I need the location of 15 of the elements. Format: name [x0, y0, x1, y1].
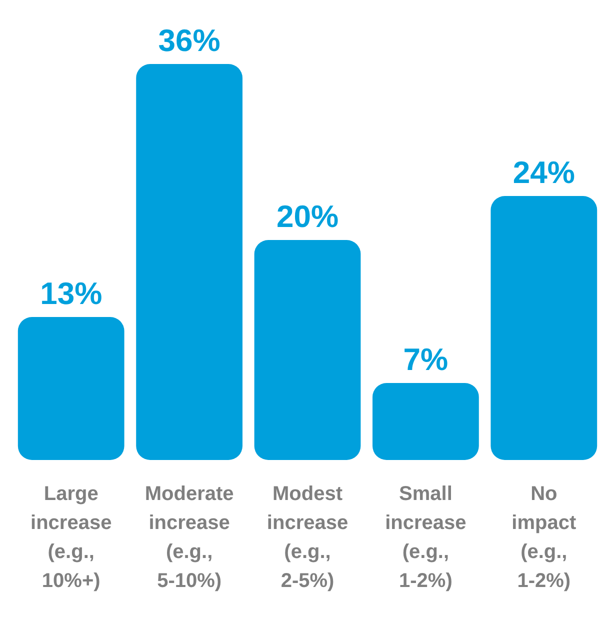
bar	[490, 196, 598, 460]
data-label: 24%	[512, 155, 575, 190]
data-label: 36%	[158, 23, 220, 58]
x-tick-label: Small increase (e.g., 1-2%)	[385, 483, 466, 592]
data-label: 13%	[40, 276, 102, 312]
x-tick-label: Large increase (e.g., 10%+)	[30, 483, 112, 592]
x-tick-label: Moderate increase (e.g., 5-10%)	[144, 483, 234, 592]
x-tick-label: Modest increase (e.g., 2-5%)	[266, 483, 348, 592]
x-tick-label: No impact (e.g., 1-2%)	[512, 483, 576, 592]
bar	[136, 64, 242, 460]
bar	[18, 317, 124, 460]
data-label: 7%	[403, 342, 448, 378]
bar	[372, 383, 479, 460]
bar	[254, 240, 361, 460]
data-label: 20%	[276, 199, 339, 234]
